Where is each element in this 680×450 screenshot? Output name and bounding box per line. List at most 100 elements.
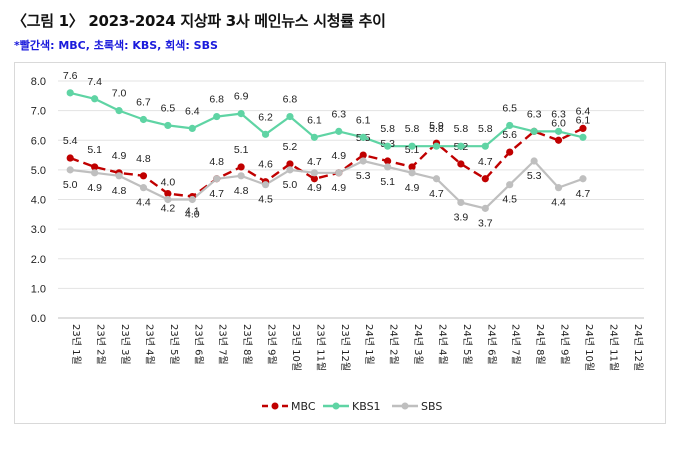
chart-subtitle: *빨간색: MBC, 초록색: KBS, 회색: SBS	[14, 39, 218, 52]
data-point-mbc	[457, 160, 465, 168]
data-point-mbc	[237, 163, 245, 171]
data-point-kbs1	[91, 95, 99, 103]
series-line-mbc	[69, 127, 584, 198]
data-label-kbs1: 5.8	[405, 123, 420, 135]
x-tick-label: 24년 3월	[412, 324, 424, 365]
data-point-sbs	[164, 195, 172, 204]
data-label-kbs1: 6.1	[356, 114, 371, 126]
data-point-mbc	[91, 163, 99, 171]
data-label-kbs1: 6.5	[161, 102, 176, 114]
data-label-sbs: 4.0	[185, 209, 200, 221]
x-tick-label: 24년 6월	[485, 324, 497, 365]
chart-title: 〈그림 1〉 2023-2024 지상파 3사 메인뉴스 시청률 추이	[12, 12, 386, 30]
legend-marker-kbs1	[332, 402, 340, 410]
data-label-sbs: 4.7	[209, 188, 224, 200]
x-tick-label: 24년 8월	[534, 324, 546, 365]
data-point-kbs1	[237, 109, 245, 118]
data-point-sbs	[213, 175, 221, 183]
data-point-sbs	[432, 175, 441, 183]
data-label-sbs: 4.8	[234, 185, 249, 197]
data-point-kbs1	[359, 133, 367, 141]
data-label-kbs1: 7.4	[87, 76, 102, 88]
x-tick-label: 23년 1월	[70, 324, 82, 365]
data-point-sbs	[554, 184, 563, 192]
data-label-mbc: 5.4	[63, 135, 78, 147]
data-label-sbs: 4.5	[502, 194, 517, 206]
data-label-kbs1: 6.5	[502, 102, 517, 114]
data-label-sbs: 4.9	[331, 182, 346, 194]
x-tick-label: 24년 11월	[607, 324, 619, 371]
x-tick-label: 23년 7월	[217, 324, 229, 365]
data-point-sbs	[261, 181, 270, 189]
data-label-kbs1: 6.2	[258, 111, 273, 123]
data-label-kbs1: 6.9	[234, 91, 249, 103]
data-label-mbc: 5.1	[87, 144, 102, 156]
data-label-sbs: 4.8	[112, 185, 127, 197]
data-point-sbs	[506, 181, 514, 189]
legend-marker-mbc	[271, 402, 279, 410]
data-point-mbc	[506, 148, 514, 156]
data-point-mbc	[359, 151, 367, 159]
data-label-kbs1: 6.1	[576, 114, 591, 126]
data-point-mbc	[384, 157, 392, 165]
data-label-kbs1: 6.4	[185, 105, 200, 117]
data-label-mbc: 4.7	[307, 156, 322, 168]
data-label-kbs1: 6.7	[136, 97, 151, 109]
data-label-sbs: 5.0	[283, 179, 298, 191]
x-tick-label: 23년 11월	[314, 324, 326, 371]
data-point-sbs	[481, 204, 489, 212]
x-tick-label: 23년 12월	[339, 324, 351, 371]
y-tick-label: 4.0	[31, 195, 46, 207]
data-label-sbs: 4.5	[258, 194, 273, 206]
data-label-mbc: 4.1	[185, 206, 200, 218]
data-point-sbs	[408, 169, 416, 177]
data-point-kbs1	[310, 133, 318, 141]
data-point-sbs	[310, 169, 318, 177]
data-point-kbs1	[188, 124, 196, 132]
data-label-mbc: 4.8	[209, 156, 224, 168]
data-label-sbs: 4.7	[576, 188, 591, 200]
data-label-kbs1: 5.8	[380, 123, 395, 135]
data-point-mbc	[408, 163, 416, 171]
x-tick-label: 23년 9월	[266, 324, 278, 365]
x-tick-label: 24년 7월	[510, 324, 522, 365]
data-label-kbs1: 6.3	[527, 108, 542, 120]
data-label-sbs: 4.0	[161, 177, 176, 189]
legend-label-mbc: MBC	[291, 400, 316, 413]
data-label-mbc: 4.8	[136, 153, 151, 165]
data-label-sbs: 3.7	[478, 217, 493, 229]
x-tick-label: 23년 2월	[95, 324, 107, 365]
data-label-mbc: 5.1	[234, 144, 249, 156]
y-tick-label: 1.0	[31, 283, 46, 295]
data-point-kbs1	[384, 142, 392, 150]
data-label-mbc: 4.2	[161, 203, 176, 215]
data-point-sbs	[188, 195, 196, 204]
data-label-sbs: 4.4	[551, 197, 566, 209]
data-point-sbs	[457, 198, 465, 207]
series-line-sbs	[70, 159, 584, 210]
data-label-mbc: 6.0	[551, 117, 566, 129]
data-point-kbs1	[139, 115, 148, 124]
data-point-kbs1	[579, 133, 587, 141]
data-point-mbc	[310, 175, 318, 183]
data-point-mbc	[164, 189, 172, 198]
data-point-kbs1	[530, 127, 538, 135]
x-tick-label: 24년 4월	[436, 324, 448, 365]
data-label-kbs1: 5.8	[429, 123, 444, 135]
data-point-mbc	[139, 172, 148, 180]
data-point-sbs	[237, 172, 245, 180]
data-label-sbs: 3.9	[454, 211, 469, 223]
legend-label-kbs1: KBS1	[352, 400, 381, 413]
data-point-kbs1	[66, 89, 74, 97]
x-tick-label: 23년 4월	[143, 324, 155, 365]
data-label-mbc: 4.9	[112, 150, 127, 162]
data-label-mbc: 5.9	[429, 120, 444, 132]
y-tick-label: 6.0	[31, 135, 46, 147]
data-point-mbc	[481, 175, 489, 183]
data-point-kbs1	[457, 142, 465, 150]
data-point-sbs	[335, 169, 343, 177]
y-tick-label: 5.0	[31, 165, 46, 177]
x-tick-label: 23년 6월	[192, 324, 204, 365]
x-tick-label: 23년 10월	[290, 324, 302, 371]
